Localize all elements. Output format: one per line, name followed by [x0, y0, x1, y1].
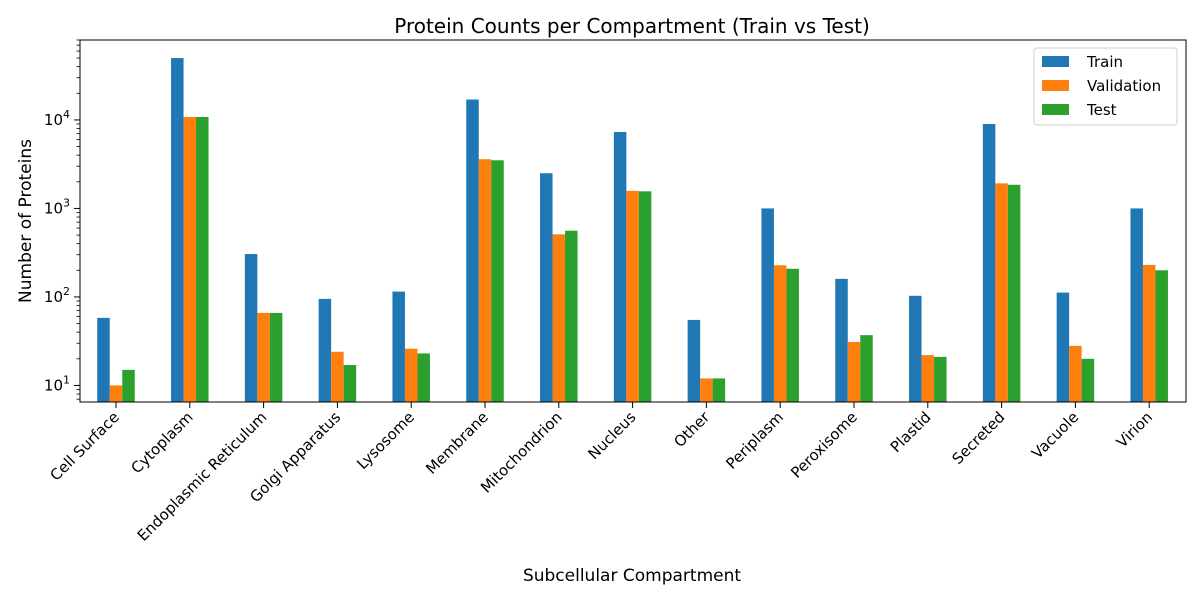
x-tick-label-plastid: Plastid [887, 408, 935, 456]
bar-test-membrane [491, 160, 504, 402]
bar-test-cytoplasm [196, 116, 209, 403]
legend-label-test: Test [1086, 101, 1117, 119]
x-tick-label-membrane: Membrane [422, 408, 492, 478]
bar-validation-lysosome [404, 348, 418, 402]
bar-test-nucleus [638, 191, 652, 402]
bar-train-mitochondrion [540, 173, 553, 402]
bar-test-peroxisome [860, 335, 873, 402]
x-axis-label: Subcellular Compartment [523, 566, 741, 586]
bar-validation-periplasm [773, 265, 787, 402]
chart-title: Protein Counts per Compartment (Train vs… [394, 14, 870, 38]
y-tick-label: 104 [44, 108, 70, 129]
bar-validation-vacuole [1069, 345, 1082, 402]
bar-test-endoplasmic-reticulum [269, 312, 283, 402]
bar-validation-cytoplasm [183, 116, 197, 403]
bar-train-cytoplasm [171, 58, 184, 403]
bar-validation-endoplasmic-reticulum [257, 312, 270, 402]
x-tick-label-lysosome: Lysosome [353, 408, 418, 473]
x-tick-label-peroxisome: Peroxisome [787, 408, 861, 482]
bar-train-golgi-apparatus [318, 298, 332, 402]
legend-swatch-test [1042, 104, 1069, 115]
y-axis: 101 102 103 104 [44, 39, 80, 400]
bar-train-plastid [909, 295, 922, 402]
legend-label-train: Train [1086, 53, 1123, 71]
bar-validation-secreted [995, 183, 1008, 402]
x-tick-label-nucleus: Nucleus [584, 408, 639, 463]
x-tick-label-vacuole: Vacuole [1028, 408, 1082, 462]
bar-test-periplasm [786, 268, 799, 402]
bar-test-secreted [1007, 184, 1021, 402]
legend-label-validation: Validation [1087, 77, 1161, 95]
legend-swatch-validation [1042, 80, 1069, 91]
bar-validation-membrane [478, 159, 492, 402]
bar-validation-golgi-apparatus [331, 351, 344, 402]
bar-train-secreted [982, 123, 996, 403]
bar-test-lysosome [417, 353, 430, 402]
bar-validation-cell-surface [109, 385, 123, 402]
x-tick-label-cell-surface: Cell Surface [46, 408, 122, 484]
bar-validation-mitochondrion [552, 234, 566, 402]
y-tick-label: 101 [44, 373, 70, 394]
y-axis-label: Number of Proteins [16, 139, 36, 303]
bar-validation-nucleus [626, 190, 639, 402]
x-tick-label-secreted: Secreted [949, 408, 1009, 468]
bar-train-nucleus [613, 132, 627, 403]
x-tick-label-endoplasmic-reticulum: Endoplasmic Reticulum [134, 408, 271, 545]
bar-train-membrane [466, 99, 479, 402]
x-tick-label-periplasm: Periplasm [722, 408, 787, 473]
bar-test-mitochondrion [565, 230, 578, 402]
y-tick-label: 103 [44, 196, 70, 217]
bar-train-vacuole [1056, 292, 1070, 402]
bars-group [97, 58, 1168, 403]
legend-box [1033, 47, 1178, 126]
bar-train-other [687, 319, 701, 402]
bar-train-virion [1130, 208, 1143, 402]
bar-train-endoplasmic-reticulum [244, 254, 258, 402]
bar-test-golgi-apparatus [343, 365, 357, 402]
bar-validation-other [700, 378, 713, 402]
bar-validation-virion [1142, 264, 1156, 402]
y-tick-label: 102 [44, 285, 70, 306]
bar-test-plastid [934, 356, 947, 402]
bar-validation-peroxisome [847, 341, 861, 402]
bar-train-lysosome [392, 291, 405, 402]
legend: Train Validation Test [1033, 47, 1178, 126]
bar-train-cell-surface [97, 317, 110, 402]
x-tick-label-other: Other [670, 408, 713, 451]
x-tick-label-cytoplasm: Cytoplasm [128, 408, 197, 477]
bar-test-cell-surface [122, 369, 135, 402]
bar-test-vacuole [1081, 358, 1095, 402]
bar-train-periplasm [761, 208, 774, 402]
bar-train-peroxisome [835, 278, 848, 402]
x-tick-label-virion: Virion [1113, 408, 1156, 451]
bar-test-virion [1155, 270, 1168, 402]
bar-test-other [712, 378, 726, 402]
bar-validation-plastid [921, 355, 935, 402]
legend-swatch-train [1042, 56, 1069, 67]
